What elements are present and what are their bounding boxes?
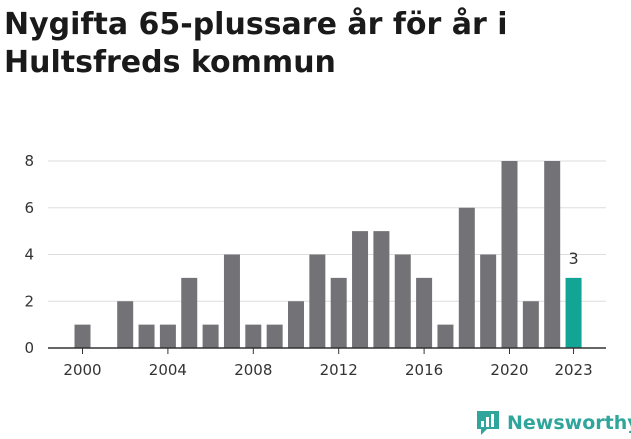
y-tick-label: 2 (24, 292, 34, 310)
bar-2003 (138, 324, 155, 348)
data-label-2023: 3 (568, 249, 578, 268)
bar-2000 (74, 324, 91, 348)
y-tick-label: 6 (24, 199, 34, 217)
bar-2016 (416, 277, 433, 348)
y-axis-ticks: 0 2 4 6 8 (24, 152, 34, 357)
x-tick-label: 2023 (554, 361, 592, 379)
data-labels: 3 (568, 249, 578, 268)
bar-2010 (288, 301, 304, 348)
bar-2011 (309, 254, 326, 348)
bar-2020 (501, 161, 518, 348)
y-tick-label: 8 (24, 152, 34, 170)
x-tick-label: 2004 (149, 361, 187, 379)
bar-2017 (437, 324, 454, 348)
x-tick-label: 2008 (234, 361, 272, 379)
bar-2018 (458, 207, 475, 348)
bar-2002 (117, 301, 134, 348)
newsworthy-logo: Newsworthy (475, 408, 631, 438)
x-tick-label: 2016 (405, 361, 443, 379)
brand-name: Newsworthy (507, 412, 631, 434)
bars (74, 161, 582, 348)
bar-2004 (159, 324, 176, 348)
bar-2014 (373, 231, 390, 348)
grid-lines (48, 160, 606, 302)
bar-2007 (223, 254, 240, 348)
bar-2006 (202, 324, 219, 348)
bar-2019 (480, 254, 497, 348)
bar-2008 (245, 324, 262, 348)
y-tick-label: 0 (24, 339, 34, 357)
bar-2009 (266, 324, 283, 348)
bar-2005 (181, 277, 198, 348)
chart-title-line-2: Hultsfreds kommun (4, 45, 336, 80)
chart-title-line-1: Nygifta 65-plussare år för år i (4, 7, 508, 42)
bar-2022 (544, 161, 561, 348)
bar-2015 (394, 254, 411, 348)
bar-2023 (565, 277, 582, 348)
x-tick-label: 2020 (490, 361, 528, 379)
y-tick-label: 4 (24, 246, 34, 264)
chart-title: Nygifta 65-plussare år för år i Hultsfre… (4, 6, 624, 82)
bar-2021 (522, 301, 539, 348)
bar-2013 (352, 231, 369, 348)
x-tick-label: 2012 (320, 361, 358, 379)
bar-2012 (330, 277, 347, 348)
bar-chart-speech-bubble-icon (477, 411, 499, 435)
x-tick-label: 2000 (63, 361, 101, 379)
x-axis-ticks: 2000 2004 2008 2012 2016 2020 2023 (48, 347, 606, 379)
